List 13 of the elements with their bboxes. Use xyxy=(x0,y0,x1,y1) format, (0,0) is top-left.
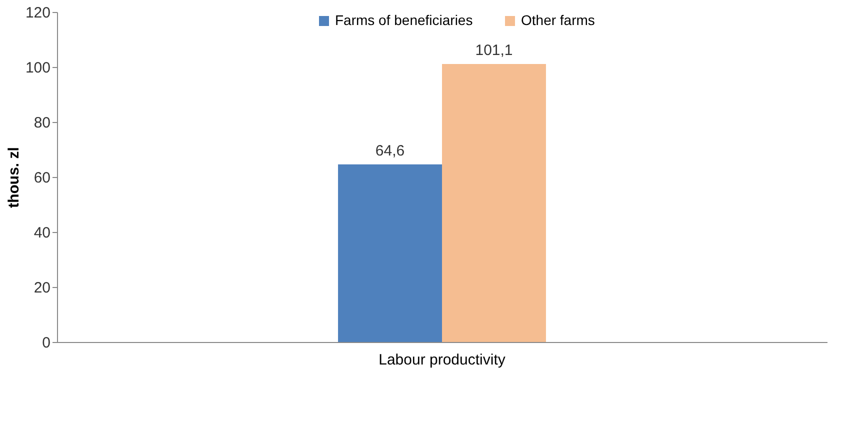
legend-label: Farms of beneficiaries xyxy=(335,12,473,28)
data-label: 101,1 xyxy=(475,42,513,59)
y-tick-label: 20 xyxy=(34,280,50,296)
y-tick-label: 60 xyxy=(34,170,50,186)
y-tick-label: 100 xyxy=(25,60,50,76)
x-tick-label: Labour productivity xyxy=(378,352,506,368)
y-tick-label: 0 xyxy=(42,334,50,352)
y-tick-label: 80 xyxy=(34,114,50,132)
y-tick-label: 40 xyxy=(34,224,50,242)
y-tick-label: 120 xyxy=(25,4,50,22)
data-label: 64,6 xyxy=(375,142,405,160)
legend-label: Other farms xyxy=(521,12,595,28)
y-axis-title: thous. zl xyxy=(5,147,22,208)
